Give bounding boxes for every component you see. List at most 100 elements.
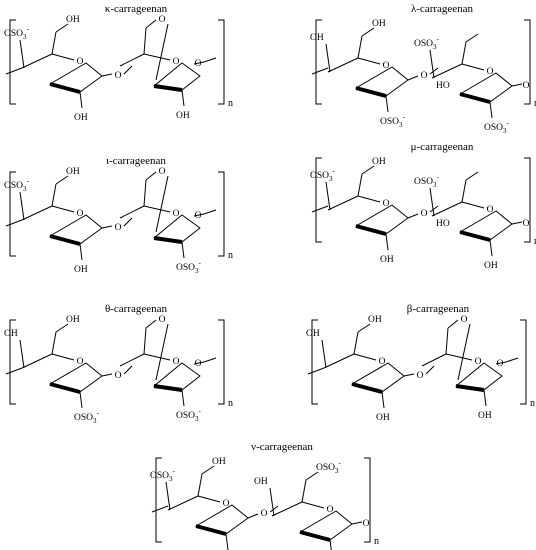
ring-oxygen-label: O (195, 211, 202, 221)
carrageenan-structure: β-carrageenan n O OH OH OH O O O OH O (306, 303, 535, 423)
anhydro-bridge-bond (143, 327, 147, 355)
ring-oxygen-label: O (487, 205, 494, 215)
sulfate-group-label: OSO3- (380, 113, 406, 129)
hydroxyl-label: OH (368, 315, 382, 325)
ring-oxygen-label: O (461, 315, 468, 325)
chain-end-bond (311, 67, 329, 75)
sulfate-subscript: 3 (503, 127, 507, 135)
anhydro-bridge-bond (145, 319, 157, 329)
sulfate-subscript: 3 (93, 417, 97, 425)
glycosidic-bond (429, 205, 439, 213)
structure-title: μ-carrageenan (411, 141, 474, 153)
sulfate-text: OSO (414, 39, 433, 49)
c6-bond (51, 31, 57, 55)
glycosidic-bond (407, 75, 419, 81)
sulfate-subscript: 3 (195, 267, 199, 275)
ring-oxygen-label: O (475, 357, 482, 367)
charge-superscript: - (507, 119, 510, 127)
glycosidic-bond (407, 213, 419, 219)
c2-substituent-bond (381, 391, 385, 409)
ring-oxygen-label: O (115, 71, 122, 81)
c6-bond (55, 23, 69, 33)
ring-front-edge (153, 384, 183, 392)
sulfate-subscript: 3 (195, 415, 199, 423)
c2-substituent-bond (181, 389, 185, 407)
hydroxyl-label: OH (380, 255, 394, 265)
ring-front-edge (459, 92, 491, 104)
anhydro-bridge-bond (447, 319, 459, 329)
ring-front-edge (351, 382, 383, 394)
ring-oxygen-label: O (487, 67, 494, 77)
hydroxyl-label: OH (372, 157, 386, 167)
chain-end-bond (203, 209, 217, 215)
sulfate-subscript: 3 (399, 121, 403, 129)
c6-bond (201, 465, 215, 475)
charge-superscript: - (199, 259, 202, 267)
c2-substituent-bond (79, 391, 83, 409)
structure-title: λ-carrageenan (411, 3, 474, 15)
hydroxyl-label: OH (484, 261, 498, 271)
c6-bond (305, 471, 319, 481)
hydroxyl-label: HO (436, 219, 450, 229)
sulfate-text: OSO (4, 181, 23, 191)
c2-substituent-bond (329, 539, 332, 550)
glycosidic-bond (425, 365, 435, 375)
c4-substituent-bond (321, 339, 327, 369)
ring-front-edge (49, 82, 81, 94)
hydroxyl-label: OH (74, 265, 88, 275)
chain-end-bond (311, 205, 329, 213)
c6-bond (465, 33, 479, 43)
glycosidic-bond (101, 73, 113, 77)
c6-bond (197, 473, 203, 497)
hydroxyl-label: OH (310, 33, 324, 43)
repeat-bracket-left (9, 319, 16, 405)
sulfate-group-label: OSO3- (310, 167, 336, 183)
ring-oxygen-label: O (383, 61, 390, 71)
sulfate-text: OSO (150, 471, 169, 481)
sulfate-text: OSO (176, 411, 195, 421)
sulfate-group-label: OSO3- (4, 25, 30, 41)
sulfate-group-label: OSO3- (176, 407, 202, 423)
repeat-count-label: n (534, 98, 536, 109)
charge-superscript: - (173, 467, 176, 475)
sulfate-subscript: 3 (433, 181, 437, 189)
c4-substituent-bond (429, 49, 435, 79)
repeat-bracket-left (9, 19, 16, 105)
sulfate-subscript: 3 (433, 43, 437, 51)
c6-bond (361, 27, 375, 37)
c6-bond (353, 331, 359, 355)
sulfate-text: OSO (380, 117, 399, 127)
charge-superscript: - (437, 35, 440, 43)
ring-front-edge (153, 236, 183, 244)
sulfate-group-label: OSO3- (176, 259, 202, 275)
c6-bond (51, 183, 57, 207)
sulfate-subscript: 3 (335, 467, 339, 475)
c4-substituent-bond (19, 339, 25, 369)
sulfate-text: OSO (316, 463, 335, 473)
ring-front-edge (455, 384, 485, 392)
anhydro-bridge-bond (155, 23, 169, 81)
chain-end-bond (307, 367, 325, 375)
glycosidic-bond (123, 365, 133, 375)
ring-oxygen-label: O (383, 199, 390, 209)
repeat-bracket-left (315, 19, 322, 105)
ring-oxygen-label: O (417, 371, 424, 381)
ring-front-edge (299, 530, 331, 542)
anhydro-bridge-bond (143, 27, 147, 55)
sulfate-group-label: OSO3- (414, 173, 440, 189)
ring-oxygen-label: O (115, 223, 122, 233)
anhydro-bridge-bond (457, 323, 471, 381)
glycosidic-bond (403, 373, 415, 377)
hydroxyl-label: OH (74, 113, 88, 123)
c2-substituent-bond (79, 243, 83, 261)
glycosidic-bond (511, 221, 523, 225)
chain-end-bond (5, 367, 23, 375)
charge-superscript: - (27, 25, 30, 33)
repeat-bracket-right (218, 319, 225, 405)
hydroxyl-label: OH (66, 15, 80, 25)
charge-superscript: - (403, 113, 406, 121)
hydroxyl-label: OH (372, 19, 386, 29)
structure-title: β-carrageenan (407, 303, 470, 315)
c6-bond (301, 479, 307, 503)
anhydro-bridge-bond (143, 179, 147, 207)
